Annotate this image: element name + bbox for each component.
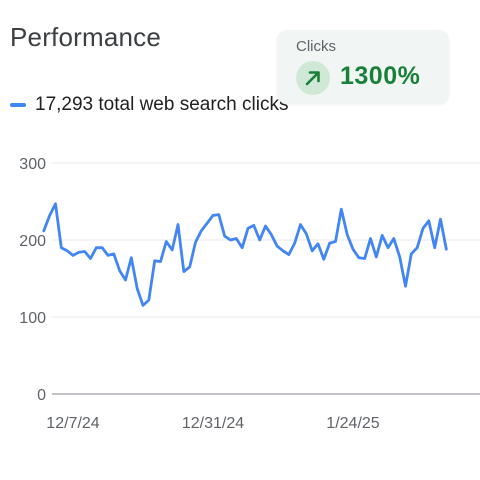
legend-swatch [10,103,26,107]
x-tick-label: 1/24/25 [326,415,379,432]
series-layer [42,202,448,307]
legend-label: 17,293 total web search clicks [35,94,289,115]
x-tick-label: 12/31/24 [182,415,244,432]
y-tick-label: 0 [37,387,46,404]
x-tick-label: 12/7/24 [46,415,99,432]
metric-label: Clicks [296,38,336,55]
arrow-up-right-icon [296,61,330,95]
metric-value: 1300% [340,62,421,90]
gridlines [52,162,480,395]
y-tick-label: 100 [19,310,46,327]
series-line[interactable] [42,202,448,307]
metric-card[interactable]: Clicks 1300% [277,30,449,104]
y-tick-label: 300 [19,156,46,173]
page-title: Performance [10,22,162,52]
y-axis-ticks: 0 100 200 300 [19,156,46,404]
y-tick-label: 200 [19,233,46,250]
chart-legend[interactable]: 17,293 total web search clicks [10,94,288,116]
